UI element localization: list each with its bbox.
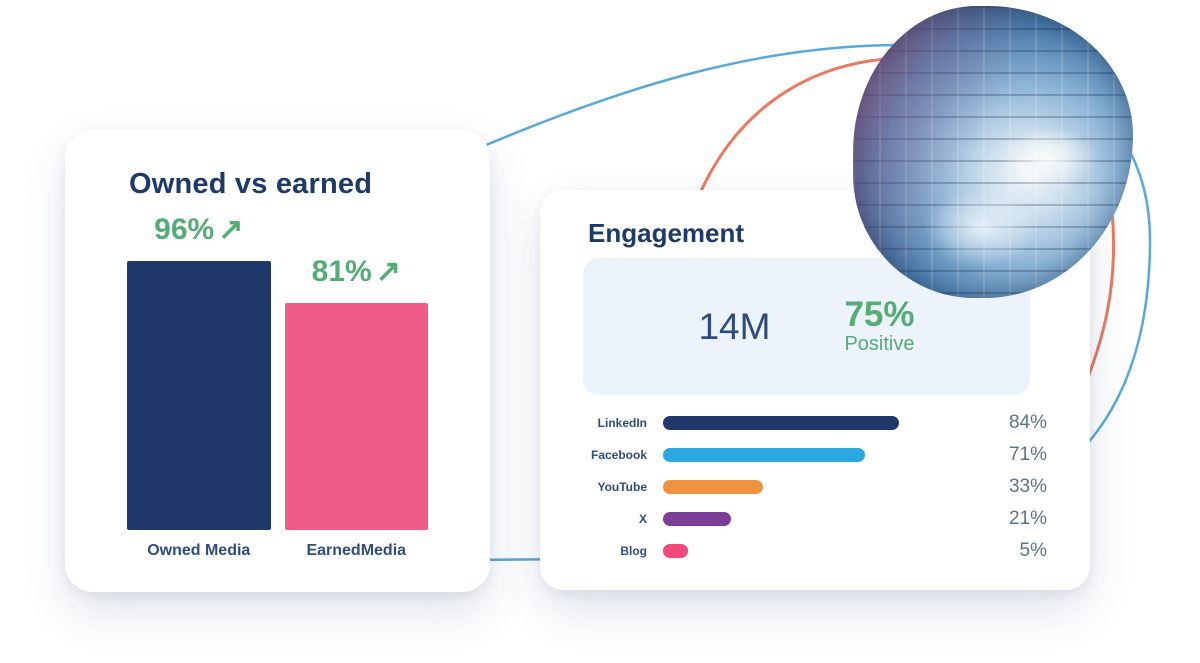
horizontal-bar-chart: LinkedIn 84% Facebook 71% YouTube 33% X 21% Blog… bbox=[585, 407, 1047, 567]
vertical-bar-chart: 96% ↗ Owned Media 81% ↗ EarnedMedia bbox=[127, 212, 428, 560]
total-mentions-value: 14M bbox=[698, 305, 771, 347]
positive-label: Positive bbox=[844, 333, 915, 356]
channel-label: Blog bbox=[620, 544, 647, 558]
engagement-row-linkedin: LinkedIn 84% bbox=[585, 407, 1047, 439]
bar-owned-media bbox=[127, 261, 271, 530]
engagement-row-blog: Blog 5% bbox=[585, 535, 1047, 567]
bar-column-owned-media: 96% ↗ Owned Media bbox=[127, 212, 271, 560]
bar-column-earnedmedia: 81% ↗ EarnedMedia bbox=[284, 254, 428, 560]
channel-label: X bbox=[638, 512, 647, 526]
bar-facebook bbox=[663, 448, 865, 462]
channel-label: YouTube bbox=[597, 480, 647, 494]
office-photo-blob bbox=[853, 6, 1133, 298]
bar-value-label: 96% ↗ bbox=[154, 213, 244, 246]
bar-earnedmedia bbox=[284, 303, 428, 530]
bar-track bbox=[663, 512, 991, 526]
bar-track bbox=[663, 480, 991, 494]
engagement-row-youtube: YouTube 33% bbox=[585, 471, 1047, 503]
bar-track bbox=[663, 544, 991, 558]
bar-youtube bbox=[663, 480, 763, 494]
channel-percent: 5% bbox=[1019, 540, 1047, 561]
channel-label: Facebook bbox=[590, 448, 647, 462]
channel-percent: 84% bbox=[1008, 412, 1047, 433]
bar-track bbox=[663, 448, 991, 462]
bar-track bbox=[663, 416, 991, 430]
trend-up-icon: ↗ bbox=[218, 213, 244, 246]
positive-percent-value: 75% bbox=[844, 294, 915, 334]
positive-sentiment-block: 75% Positive bbox=[844, 294, 915, 357]
channel-percent: 71% bbox=[1008, 444, 1047, 465]
engagement-title: Engagement bbox=[588, 218, 745, 248]
bar-blog bbox=[663, 544, 688, 558]
bar-category-label: EarnedMedia bbox=[306, 542, 407, 559]
channel-label: LinkedIn bbox=[597, 416, 647, 430]
trend-up-icon: ↗ bbox=[375, 255, 401, 288]
engagement-row-facebook: Facebook 71% bbox=[585, 439, 1047, 471]
owned-vs-earned-card: Owned vs earned 96% ↗ Owned Media 81% ↗ Earne… bbox=[65, 130, 490, 592]
bar-linkedin bbox=[663, 416, 899, 430]
bar-x bbox=[663, 512, 731, 526]
bar-category-label: Owned Media bbox=[147, 542, 251, 559]
owned-vs-earned-title: Owned vs earned bbox=[129, 168, 373, 200]
channel-percent: 33% bbox=[1008, 476, 1047, 497]
channel-percent: 21% bbox=[1008, 508, 1047, 529]
engagement-row-x: X 21% bbox=[585, 503, 1047, 535]
bar-value-label: 81% ↗ bbox=[311, 255, 401, 288]
